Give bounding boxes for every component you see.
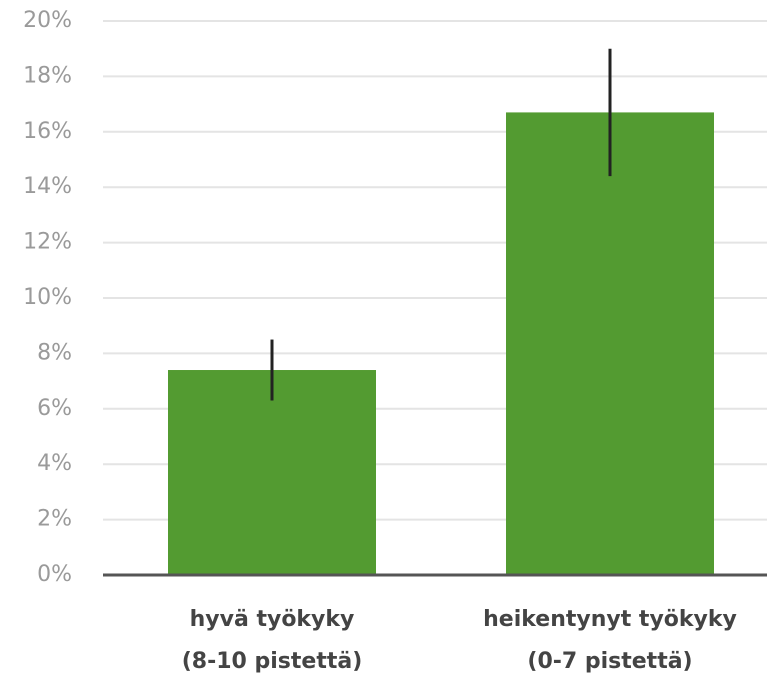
bar [506,112,714,575]
x-tick-label: (0-7 pistettä) [527,649,692,674]
y-tick-label: 18% [23,63,72,88]
y-tick-label: 0% [37,562,72,587]
x-tick-label: hyvä työkyky [190,607,355,632]
y-tick-label: 2% [37,507,72,532]
x-tick-label: (8-10 pistettä) [182,649,363,674]
y-tick-label: 16% [23,119,72,144]
y-tick-label: 8% [37,340,72,365]
y-tick-label: 6% [37,396,72,421]
x-tick-label: heikentynyt työkyky [483,607,737,632]
bar [168,370,376,575]
y-tick-label: 10% [23,285,72,310]
y-tick-label: 20% [23,8,72,33]
y-tick-label: 14% [23,174,72,199]
y-tick-label: 4% [37,451,72,476]
y-tick-label: 12% [23,230,72,255]
